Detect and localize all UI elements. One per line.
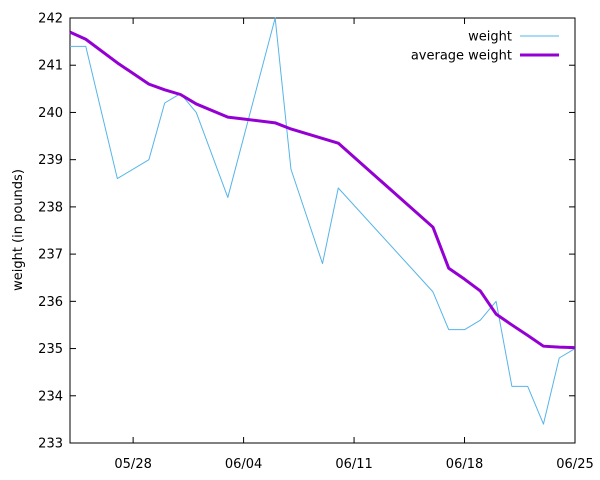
plot-frame xyxy=(69,17,576,444)
series-line-weight xyxy=(70,17,576,425)
y-tick-label: 235 xyxy=(38,342,63,357)
y-axis-title: weight (in pounds) xyxy=(11,169,26,291)
x-tick-label: 05/28 xyxy=(114,457,151,472)
x-tick-labels: 05/28 06/04 06/11 06/18 06/25 xyxy=(114,457,593,472)
legend-label-weight: weight xyxy=(468,30,512,45)
x-tick-label: 06/11 xyxy=(335,457,372,472)
series-lines xyxy=(69,17,576,425)
y-tick-label: 237 xyxy=(38,248,63,263)
series-line-average-weight xyxy=(69,30,576,350)
y-tick-label: 239 xyxy=(38,153,63,168)
legend-label-average-weight: average weight xyxy=(411,49,512,64)
y-tick-label: 242 xyxy=(38,12,63,27)
y-tick-labels: 233 234 235 236 237 238 239 240 241 242 xyxy=(38,12,63,452)
x-tick-label: 06/25 xyxy=(556,457,593,472)
y-tick-label: 233 xyxy=(38,437,63,452)
y-tick-label: 240 xyxy=(38,106,63,121)
x-tick-label: 06/04 xyxy=(225,457,262,472)
y-tick-label: 234 xyxy=(38,389,63,404)
y-tick-label: 241 xyxy=(38,59,63,74)
x-tick-label: 06/18 xyxy=(446,457,483,472)
y-tick-label: 238 xyxy=(38,200,63,215)
legend: weight average weight xyxy=(411,30,559,64)
y-tick-label: 236 xyxy=(38,295,63,310)
